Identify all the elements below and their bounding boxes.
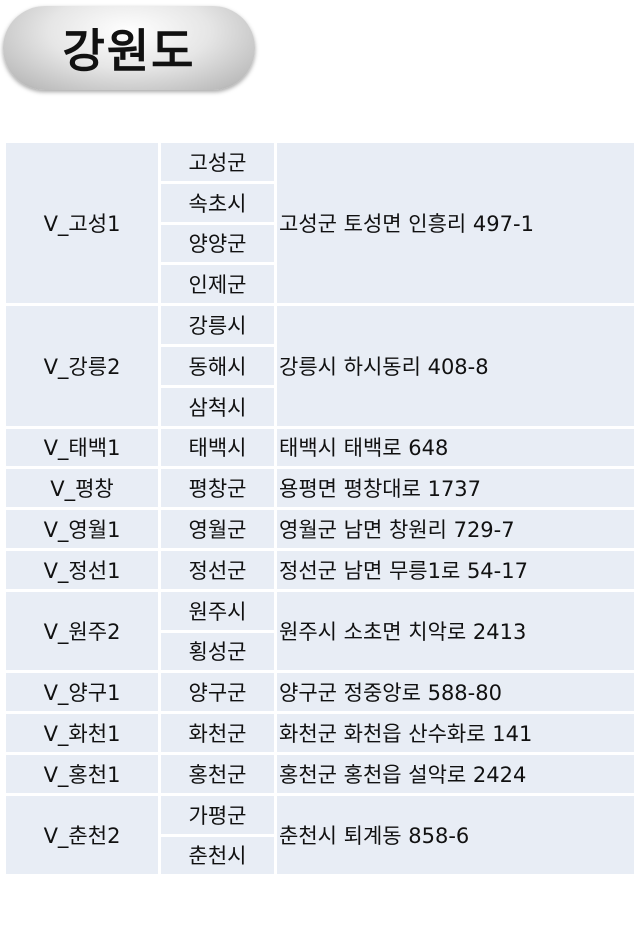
table-row: 삼척시 — [5, 384, 636, 429]
table-row: V_춘천2 가평군 춘천시 퇴계동 858-6 — [3, 792, 637, 878]
address-cell: 영월군 남면 창원리 729-7 — [274, 507, 637, 551]
region-cell: 강릉시 — [158, 303, 277, 347]
station-name-cell: V_춘천2 — [3, 792, 161, 878]
region-cell: 평창군 — [158, 466, 277, 511]
table-row: V_원주2 원주시 원주시 소초면 치악로 2413 — [3, 588, 637, 674]
region-cell: 가평군 — [158, 792, 277, 837]
region-cell: 속초시 — [158, 180, 277, 225]
table-row: V_화천1 화천군 화천군 화천읍 산수화로 141 — [3, 711, 637, 755]
station-table: V_고성1 고성군 고성군 토성면 인흥리 497-1 속초시 양양군 인제군 V_강릉2 강… — [3, 139, 637, 878]
station-name-cell: V_정선1 — [3, 547, 161, 592]
station-name-cell: V_영월1 — [3, 507, 161, 551]
region-cell: 고성군 — [158, 140, 277, 184]
table-row: V_영월1 영월군 영월군 남면 창원리 729-7 — [3, 507, 637, 551]
station-name-cell: V_고성1 — [3, 139, 161, 307]
address-cell: 화천군 화천읍 산수화로 141 — [274, 711, 637, 755]
region-cell: 영월군 — [158, 507, 277, 551]
address-cell: 양구군 정중앙로 588-80 — [274, 670, 637, 715]
station-name-cell: V_화천1 — [3, 711, 161, 755]
address-cell: 고성군 토성면 인흥리 497-1 — [274, 139, 637, 307]
address-cell: 강릉시 하시동리 408-8 — [274, 303, 637, 429]
table-row: V_태백1 태백시 태백시 태백로 648 — [3, 425, 637, 470]
title-badge: 강원도 — [3, 6, 255, 90]
address-cell: 태백시 태백로 648 — [274, 425, 637, 470]
table-row: V_정선1 정선군 정선군 남면 무릉1로 54-17 — [3, 547, 637, 592]
table-row: 동해시 — [5, 343, 636, 388]
table-row: 인제군 — [5, 262, 636, 307]
table-row: 양양군 — [5, 221, 636, 266]
region-cell: 원주시 — [158, 588, 277, 633]
address-cell: 춘천시 퇴계동 858-6 — [274, 792, 637, 878]
page-title: 강원도 — [62, 24, 196, 78]
region-cell: 화천군 — [158, 711, 277, 755]
address-cell: 홍천군 홍천읍 설악로 2424 — [274, 751, 637, 796]
address-cell: 정선군 남면 무릉1로 54-17 — [274, 547, 637, 592]
region-cell: 태백시 — [158, 425, 277, 470]
table-row: V_강릉2 강릉시 강릉시 하시동리 408-8 — [3, 303, 637, 429]
region-cell: 동해시 — [158, 343, 277, 388]
station-name-cell: V_평창 — [3, 466, 161, 511]
table-row: V_평창 평창군 용평면 평창대로 1737 — [3, 466, 637, 511]
address-cell: 용평면 평창대로 1737 — [274, 466, 637, 511]
table-row: 속초시 — [5, 180, 636, 225]
station-name-cell: V_홍천1 — [3, 751, 161, 796]
region-cell: 양양군 — [158, 221, 277, 266]
table-row: 횡성군 — [5, 629, 636, 674]
region-cell: 인제군 — [158, 262, 277, 307]
region-cell: 양구군 — [158, 670, 277, 715]
station-name-cell: V_태백1 — [3, 425, 161, 470]
station-name-cell: V_양구1 — [3, 670, 161, 715]
address-cell: 원주시 소초면 치악로 2413 — [274, 588, 637, 674]
region-cell: 홍천군 — [158, 751, 277, 796]
table-row: V_홍천1 홍천군 홍천군 홍천읍 설악로 2424 — [3, 751, 637, 796]
region-cell: 삼척시 — [158, 384, 277, 429]
station-name-cell: V_원주2 — [3, 588, 161, 674]
region-cell: 횡성군 — [158, 629, 277, 674]
station-name-cell: V_강릉2 — [3, 303, 161, 429]
table-row: V_양구1 양구군 양구군 정중앙로 588-80 — [3, 670, 637, 715]
table-row: 춘천시 — [5, 833, 636, 878]
region-cell: 춘천시 — [158, 833, 277, 878]
table-row: V_고성1 고성군 고성군 토성면 인흥리 497-1 — [3, 139, 637, 307]
region-cell: 정선군 — [158, 547, 277, 592]
